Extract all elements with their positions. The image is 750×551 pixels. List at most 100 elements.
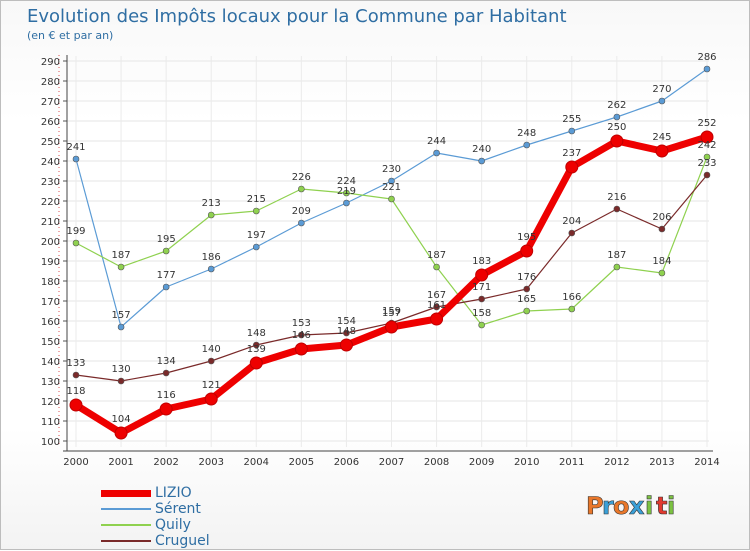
- y-tick-label: 230: [41, 177, 60, 188]
- data-point: [249, 356, 263, 370]
- x-tick-label: 2008: [424, 457, 449, 468]
- data-label: 165: [517, 294, 536, 305]
- y-tick-label: 290: [41, 57, 60, 68]
- brand-letter: P: [586, 492, 604, 520]
- data-label: 183: [472, 256, 491, 267]
- data-label: 121: [202, 380, 221, 391]
- data-label: 177: [157, 270, 176, 281]
- data-label: 219: [337, 186, 356, 197]
- data-label: 270: [652, 84, 671, 95]
- data-point: [162, 283, 170, 291]
- y-tick-label: 120: [41, 397, 60, 408]
- chart-subtitle: (en € et par an): [27, 29, 114, 42]
- data-label: 248: [517, 128, 536, 139]
- data-point: [69, 398, 83, 412]
- data-point: [72, 155, 80, 163]
- axes: [58, 55, 713, 452]
- data-point: [207, 211, 215, 219]
- data-label: 224: [337, 176, 356, 187]
- legend-label: Sérent: [155, 501, 201, 517]
- data-point: [252, 341, 260, 349]
- data-label: 186: [202, 252, 221, 263]
- data-label: 237: [562, 148, 581, 159]
- data-point: [565, 160, 579, 174]
- legend-swatch: [101, 524, 151, 526]
- data-point: [658, 97, 666, 105]
- y-tick-label: 160: [41, 317, 60, 328]
- x-tick-label: 2003: [198, 457, 223, 468]
- x-tick-labels: 2000 2001 2002 2003 2004 2005 2006 2007 2008 2009…: [63, 457, 719, 468]
- data-point: [523, 141, 531, 149]
- data-point: [568, 127, 576, 135]
- data-label: 226: [292, 172, 311, 183]
- data-point: [478, 321, 485, 329]
- data-point: [162, 369, 170, 377]
- data-label: 199: [66, 226, 85, 237]
- x-tick-label: 2014: [694, 457, 719, 468]
- data-point: [72, 371, 80, 379]
- data-label: 240: [472, 144, 491, 155]
- data-point: [252, 243, 260, 251]
- data-point: [613, 205, 621, 213]
- data-label: 158: [472, 308, 491, 319]
- data-label: 242: [697, 140, 716, 151]
- data-point: [207, 357, 215, 365]
- data-label: 133: [66, 358, 85, 369]
- data-point: [433, 149, 440, 157]
- y-tick-labels: 100 110 120 130 140 150 160 170 180 190 200 210 220 2…: [41, 57, 60, 448]
- data-label: 244: [427, 136, 446, 147]
- x-tick-label: 2012: [604, 457, 629, 468]
- data-label: 262: [607, 100, 626, 111]
- x-tick-label: 2010: [514, 457, 539, 468]
- data-label: 134: [157, 356, 176, 367]
- data-point: [433, 263, 440, 271]
- data-label: 116: [157, 390, 176, 401]
- x-tick-label: 2007: [379, 457, 404, 468]
- legend-label: Quily: [155, 517, 191, 533]
- y-tick-label: 240: [41, 157, 60, 168]
- data-point: [658, 269, 666, 277]
- y-tick-label: 250: [41, 137, 60, 148]
- data-point: [339, 338, 353, 352]
- data-label: 213: [202, 198, 221, 209]
- x-tick-label: 2011: [559, 457, 584, 468]
- data-label: 171: [472, 282, 491, 293]
- data-point: [117, 263, 125, 271]
- data-label: 146: [292, 330, 311, 341]
- data-label: 148: [247, 328, 266, 339]
- data-point: [388, 177, 395, 185]
- data-labels: 241 157 177 186 197 209 219 230 244 240 248 255 262 2…: [66, 52, 716, 425]
- legend-swatch: [101, 508, 151, 510]
- data-point: [610, 134, 624, 148]
- data-point: [478, 157, 485, 165]
- y-tick-label: 220: [41, 197, 60, 208]
- data-point: [298, 331, 305, 339]
- data-point: [114, 426, 128, 440]
- data-point: [523, 285, 531, 293]
- brand-letter: t: [656, 492, 667, 520]
- y-tick-label: 100: [41, 437, 60, 448]
- data-point: [204, 392, 218, 406]
- data-label: 255: [562, 114, 581, 125]
- data-point: [298, 219, 305, 227]
- data-point: [207, 265, 215, 273]
- data-point: [703, 153, 711, 161]
- data-label: 187: [427, 250, 446, 261]
- data-label: 153: [292, 318, 311, 329]
- data-point: [343, 199, 350, 207]
- gridlines: [67, 56, 709, 447]
- data-label: 130: [112, 364, 131, 375]
- x-tick-label: 2000: [63, 457, 88, 468]
- x-tick-label: 2002: [153, 457, 178, 468]
- data-point: [703, 65, 711, 73]
- data-point: [613, 263, 621, 271]
- data-label: 140: [202, 344, 221, 355]
- data-point: [294, 342, 308, 356]
- x-tick-label: 2009: [469, 457, 494, 468]
- data-label: 252: [697, 118, 716, 129]
- y-tick-label: 280: [41, 77, 60, 88]
- data-point: [523, 307, 531, 315]
- data-point: [655, 144, 669, 158]
